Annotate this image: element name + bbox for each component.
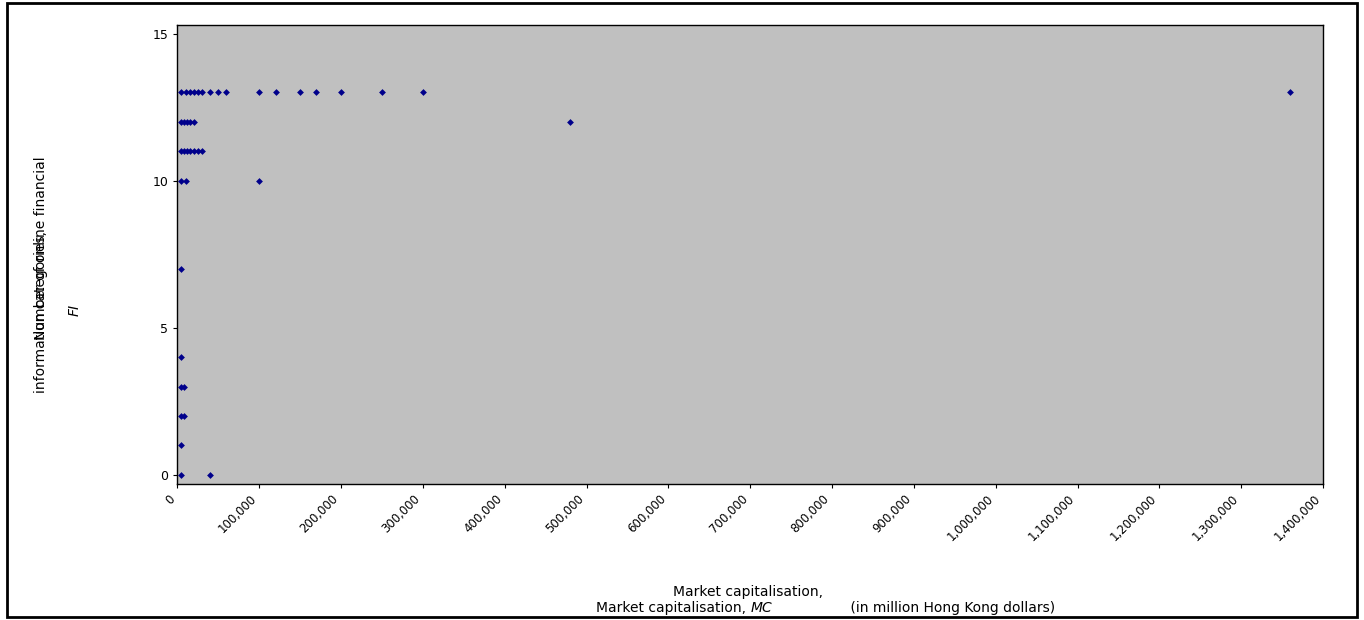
Point — [371, 87, 393, 97]
Point — [199, 87, 221, 97]
Point — [175, 87, 196, 97]
Point — [412, 87, 434, 97]
Point — [183, 117, 205, 127]
Text: Market capitalisation,: Market capitalisation, — [596, 601, 750, 614]
Point — [173, 381, 195, 391]
Point — [248, 175, 270, 185]
Point — [330, 87, 352, 97]
Point — [180, 146, 202, 156]
Point — [1279, 87, 1301, 97]
Point — [179, 87, 201, 97]
Point — [191, 146, 213, 156]
Point — [170, 264, 192, 274]
Point — [173, 117, 195, 127]
Point — [170, 175, 192, 185]
Point — [248, 87, 270, 97]
Point — [207, 87, 229, 97]
Point — [180, 117, 202, 127]
Point — [216, 87, 237, 97]
Point — [170, 411, 192, 421]
Point — [183, 87, 205, 97]
Point — [176, 117, 198, 127]
Point — [170, 381, 192, 391]
Point — [187, 87, 209, 97]
Point — [187, 146, 209, 156]
Point — [170, 146, 192, 156]
Text: FI: FI — [68, 304, 82, 316]
Point — [176, 146, 198, 156]
Text: Market capitalisation,: Market capitalisation, — [672, 585, 828, 598]
Point — [183, 146, 205, 156]
Text: Number of online financial: Number of online financial — [34, 156, 48, 340]
Point — [170, 352, 192, 362]
Point — [173, 411, 195, 421]
Point — [306, 87, 327, 97]
Point — [265, 87, 286, 97]
Point — [170, 87, 192, 97]
Point — [289, 87, 311, 97]
Point — [175, 175, 196, 185]
Text: (in million Hong Kong dollars): (in million Hong Kong dollars) — [846, 601, 1054, 614]
Point — [199, 470, 221, 480]
Point — [559, 117, 581, 127]
Text: information categories,: information categories, — [34, 227, 48, 393]
Point — [173, 146, 195, 156]
Text: MC: MC — [750, 601, 772, 614]
Point — [170, 470, 192, 480]
Point — [170, 117, 192, 127]
Point — [191, 87, 213, 97]
Point — [170, 440, 192, 450]
